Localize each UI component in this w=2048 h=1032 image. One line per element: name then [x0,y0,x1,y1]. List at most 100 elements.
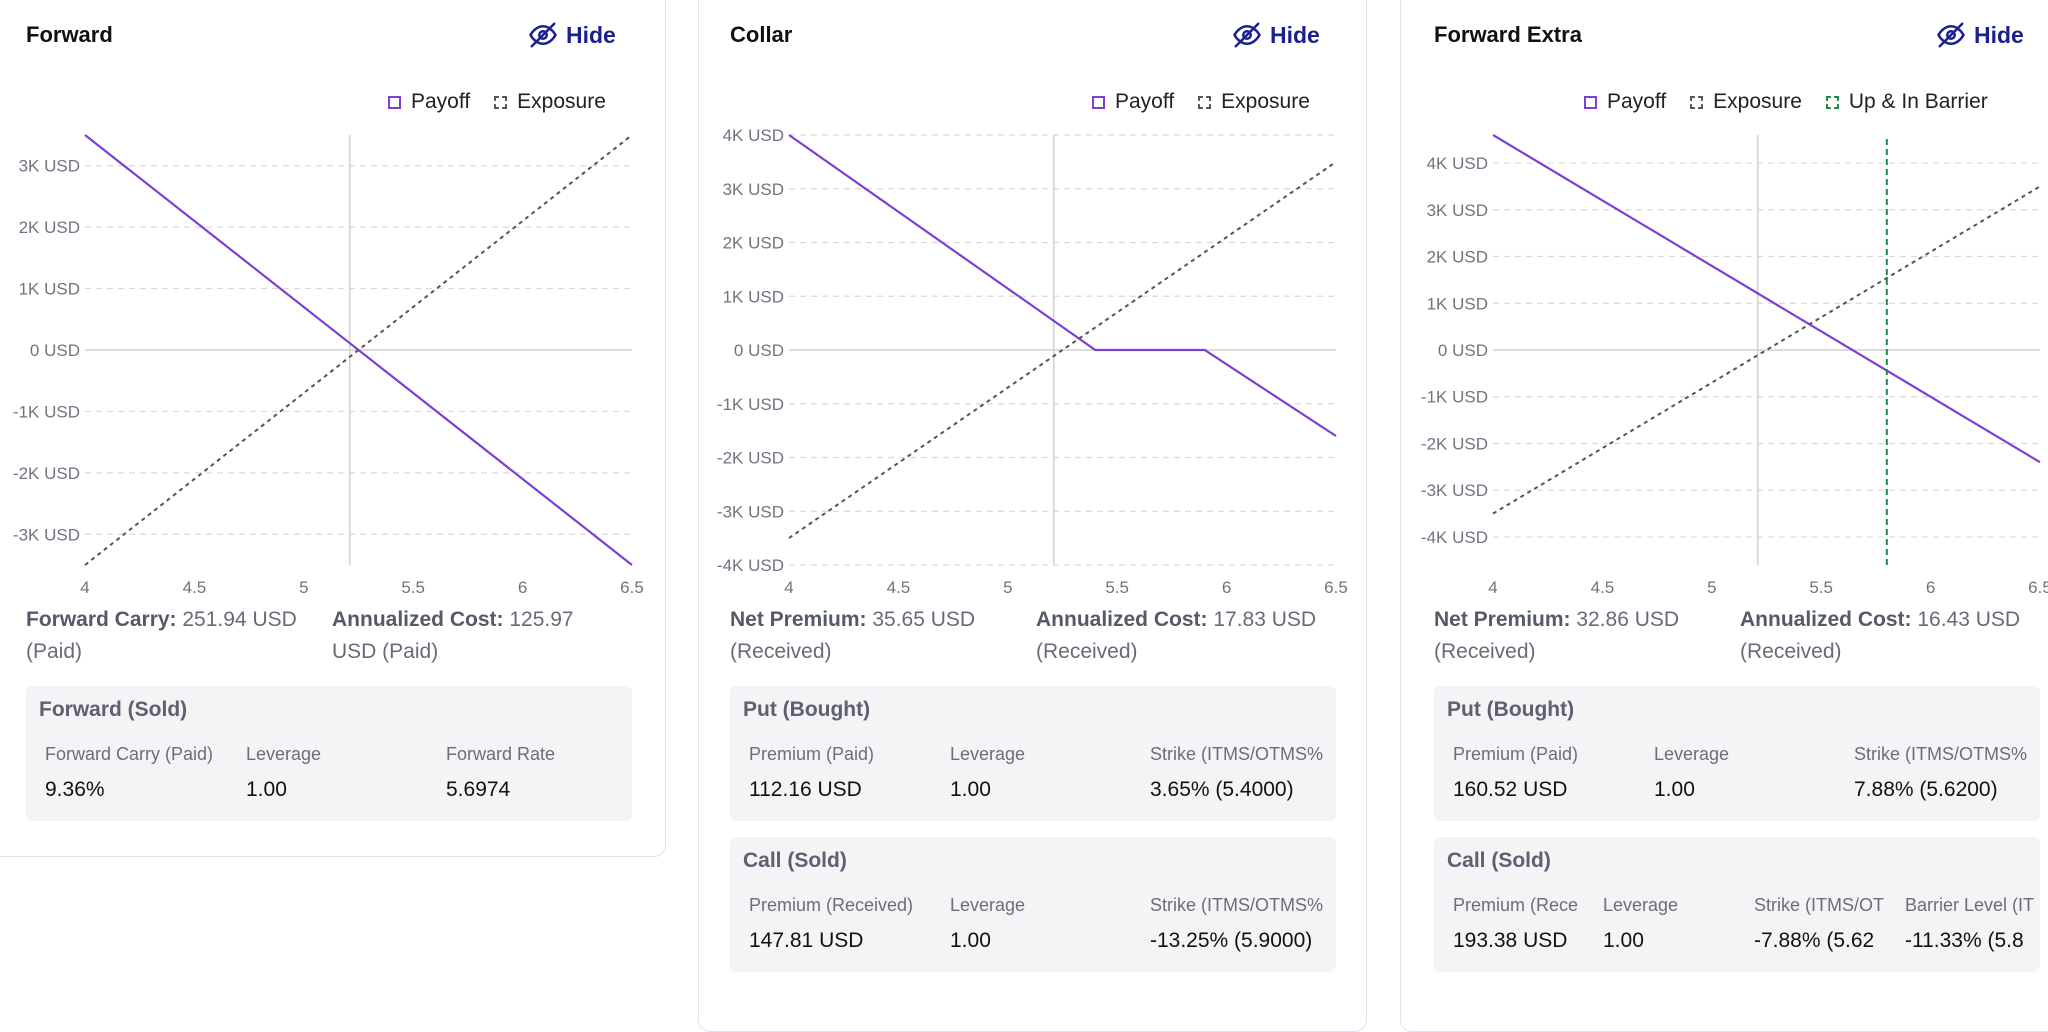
cost-stat-value: 251.94 USD (Paid) [26,608,297,663]
leg-field-value: 160.52 USD [1453,778,1568,801]
cost-stat-label: Annualized Cost: [332,608,504,631]
x-tick-label: 6 [1222,578,1231,597]
x-tick-label: 5 [1707,578,1716,597]
exposure-line [788,161,1337,539]
leg-field-value: 193.38 USD [1453,929,1568,952]
legend-label: Exposure [1221,90,1310,113]
leg-field: Leverage 1.00 [950,744,1145,802]
x-tick-label: 6 [1926,578,1935,597]
panel-title: Collar [730,22,793,47]
cost-stat-value: 32.86 USD (Received) [1434,608,1680,663]
y-tick-label: 0 USD [1438,341,1488,360]
y-tick-label: 3K USD [19,157,80,176]
leg-field: Strike (ITMS/OTMS% -13.25% (5.9000) [1150,895,1335,953]
leg-field: Strike (ITMS/OTMS% 3.65% (5.4000) [1150,744,1335,802]
leg-details-box: Call (Sold) Premium (Rece 193.38 USD Levera… [1434,837,2040,972]
y-tick-label: 1K USD [723,287,784,306]
cost-stat: Annualized Cost: 125.97 USD (Paid) [332,604,622,668]
x-tick-label: 5 [299,578,308,597]
cost-stat-value: 16.43 USD (Received) [1740,608,2021,663]
panel-title: Forward [26,22,113,47]
legend-swatch-icon [1690,95,1704,109]
leg-field: Leverage 1.00 [246,744,441,802]
leg-field: Barrier Level (IT -11.33% (5.8 [1905,895,2035,953]
x-tick-label: 4 [784,578,793,597]
leg-field-value: -13.25% (5.9000) [1150,929,1313,952]
leg-field-value: 1.00 [950,778,991,801]
leg-field-value: 9.36% [45,778,105,801]
leg-field-value: 112.16 USD [749,778,862,801]
legend-swatch-icon [1198,95,1212,109]
leg-field-label: Strike (ITMS/OTMS% [1854,744,2028,764]
eye-off-icon [1937,22,1965,48]
legend-item[interactable]: Exposure [494,90,606,114]
y-tick-label: 1K USD [19,280,80,299]
legend-swatch-icon [388,95,401,109]
y-tick-label: 4K USD [723,126,784,145]
cost-stat-label: Net Premium: [730,608,867,631]
legend-item[interactable]: Exposure [1690,90,1802,114]
leg-details-box: Put (Bought) Premium (Paid) 160.52 USD Leve… [1434,686,2040,821]
hide-button[interactable]: Hide [1936,20,2024,50]
legend-swatch-icon [1584,95,1597,109]
leg-title: Put (Bought) [743,698,871,721]
legend-item[interactable]: Up & In Barrier [1825,90,1988,114]
exposure-line [1492,185,2041,515]
chart-legend: Payoff Exposure Up & In Barrier [1584,90,1988,114]
legend-label: Payoff [411,90,471,113]
y-tick-label: -3K USD [1421,481,1488,500]
y-tick-label: 3K USD [723,180,784,199]
hide-button[interactable]: Hide [528,20,616,50]
y-tick-label: -1K USD [717,395,784,414]
cost-stat-value: 125.97 USD (Paid) [332,608,574,663]
legend-item[interactable]: Exposure [1198,90,1310,114]
legend-label: Up & In Barrier [1848,90,1988,113]
leg-field: Leverage 1.00 [950,895,1145,953]
x-tick-label: 6.5 [1324,578,1348,597]
leg-field-label: Strike (ITMS/OT [1754,895,1884,915]
strategy-panel: Forward Hide Payoff Exposure Forward Carry: … [13,0,646,997]
legend-label: Exposure [1713,90,1802,113]
cost-stat-value: 35.65 USD (Received) [730,608,976,663]
panel-title: Forward Extra [1434,22,1582,47]
legend-swatch-icon [494,95,508,109]
leg-field-value: 1.00 [1654,778,1695,801]
x-tick-label: 6 [518,578,527,597]
payoff-line [788,134,1337,437]
leg-title: Call (Sold) [743,849,847,872]
leg-field: Strike (ITMS/OTMS% 7.88% (5.6200) [1854,744,2039,802]
legend-label: Exposure [517,90,606,113]
legend-item[interactable]: Payoff [388,90,470,114]
leg-field: Strike (ITMS/OT -7.88% (5.62 [1754,895,1899,953]
hide-button[interactable]: Hide [1232,20,1320,50]
leg-field-label: Forward Carry (Paid) [45,744,214,764]
leg-field-label: Premium (Paid) [749,744,875,764]
leg-field-value: 3.65% (5.4000) [1150,778,1294,801]
leg-field: Premium (Paid) 112.16 USD [749,744,944,802]
eye-off-icon [1233,22,1261,48]
y-tick-label: 0 USD [30,341,80,360]
leg-title: Forward (Sold) [39,698,188,721]
eye-off-icon [529,22,557,48]
x-tick-label: 5.5 [1105,578,1129,597]
leg-field-label: Premium (Received) [749,895,914,915]
y-tick-label: 3K USD [1427,201,1488,220]
cost-stat-label: Net Premium: [1434,608,1571,631]
leg-field-label: Leverage [950,895,1026,915]
legend-item[interactable]: Payoff [1584,90,1666,114]
cost-stat: Annualized Cost: 16.43 USD (Received) [1740,604,2030,668]
leg-field: Premium (Received) 147.81 USD [749,895,944,953]
payoff-chart: 4K USD 3K USD 2K USD 1K USD 0 USD -1K USD -2K … [1421,134,2048,597]
leg-field-label: Premium (Rece [1453,895,1579,915]
y-tick-label: -3K USD [13,525,80,544]
legend-item[interactable]: Payoff [1092,90,1174,114]
leg-field-value: 1.00 [246,778,287,801]
leg-field-value: 7.88% (5.6200) [1854,778,1998,801]
leg-field: Forward Rate 5.6974 [446,744,631,802]
cost-stat-label: Forward Carry: [26,608,177,631]
leg-field-value: 5.6974 [446,778,511,801]
y-tick-label: 2K USD [19,218,80,237]
hide-button-label: Hide [566,21,616,48]
cost-stat-label: Annualized Cost: [1036,608,1208,631]
y-tick-label: -2K USD [13,464,80,483]
